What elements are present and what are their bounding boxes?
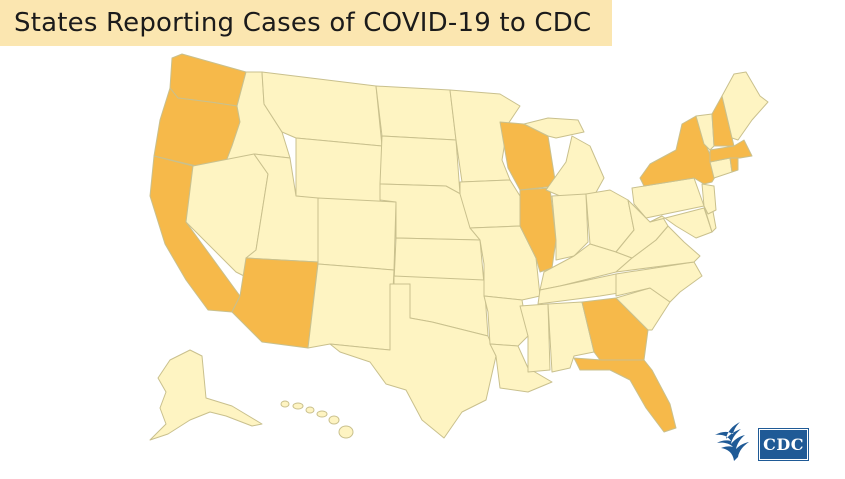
state-massachusetts — [709, 139, 753, 163]
title-bar: States Reporting Cases of COVID-19 to CD… — [0, 0, 612, 46]
state-iowa — [459, 179, 521, 229]
state-arizona — [231, 257, 319, 349]
map-title: States Reporting Cases of COVID-19 to CD… — [14, 8, 592, 38]
state-louisiana — [489, 343, 553, 393]
hawaii-island-4 — [316, 410, 328, 418]
state-wyoming — [295, 137, 383, 207]
state-new-mexico — [307, 263, 395, 351]
state-new-hampshire — [711, 95, 735, 147]
hawaii-island-3 — [305, 406, 315, 414]
logos: CDC — [710, 418, 812, 466]
states-layer — [149, 53, 769, 441]
state-north-dakota — [375, 85, 457, 141]
state-arkansas — [483, 295, 529, 347]
state-rhode-island — [729, 157, 739, 173]
cdc-logo-text: CDC — [763, 435, 804, 454]
state-new-jersey — [701, 183, 717, 215]
state-north-carolina — [615, 261, 703, 303]
state-maryland — [649, 207, 713, 239]
state-minnesota — [449, 89, 521, 183]
state-michigan-up — [523, 117, 585, 139]
state-illinois — [519, 187, 557, 273]
state-michigan — [545, 135, 605, 197]
state-colorado — [317, 197, 397, 271]
state-florida — [573, 357, 677, 433]
hawaii-island-1 — [280, 400, 290, 408]
hhs-eagle-logo — [715, 422, 749, 461]
hawaii-island-2 — [292, 402, 304, 410]
hawaii-island-5 — [328, 415, 340, 425]
state-texas — [329, 283, 497, 439]
hawaii-island-6 — [338, 425, 354, 439]
state-vermont — [695, 113, 715, 151]
state-mississippi — [519, 303, 551, 373]
state-alaska — [149, 349, 263, 441]
cdc-logo: CDC — [758, 428, 809, 461]
hawaii-islands — [280, 400, 354, 439]
state-maine — [721, 71, 769, 141]
